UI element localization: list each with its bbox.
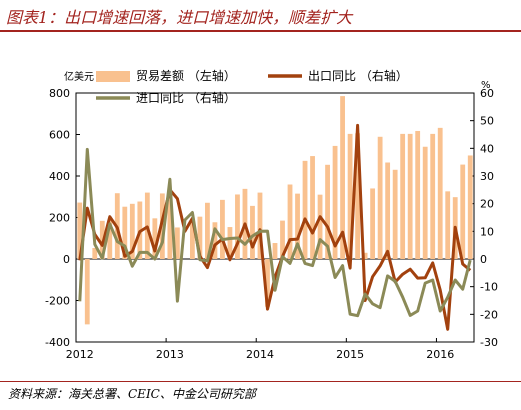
axes: -400 -200 0 200 400 600 800 -30 -20 -10 0 10 20 30 40 5… <box>45 70 498 361</box>
trade-balance-bar <box>167 198 173 259</box>
legend-swatch <box>96 71 130 82</box>
legend-import-growth: 进口同比 （右轴） <box>96 90 236 105</box>
growth-lines <box>78 123 472 331</box>
trade-balance-bar <box>212 222 218 259</box>
right-tick-label: -30 <box>480 336 498 349</box>
left-tick-label: 800 <box>49 87 70 100</box>
trade-balance-bar <box>205 202 210 259</box>
x-tick-label: 2012 <box>66 348 94 361</box>
legend-label: 贸易差额 （左轴） <box>136 68 236 83</box>
trade-balance-bar <box>317 194 323 259</box>
right-tick-label: 40 <box>480 142 494 155</box>
trade-balance-bar <box>250 205 255 259</box>
trade-balance-bar <box>197 216 203 259</box>
trade-balance-bar <box>272 243 278 259</box>
legend-export-growth: 出口同比 （右轴） <box>268 68 408 83</box>
trade-balance-bar <box>280 220 285 259</box>
trade-balance-bar <box>347 133 353 259</box>
trade-balance-bar <box>370 188 376 259</box>
trade-balance-bar <box>152 218 158 259</box>
trade-balance-bar <box>235 194 240 259</box>
trade-balance-bar <box>422 146 428 259</box>
trade-balance-bar <box>287 184 293 259</box>
legend-label: 进口同比 （右轴） <box>136 90 236 105</box>
trade-balance-bar <box>400 133 406 259</box>
trade-balance-bar <box>129 203 135 259</box>
right-tick-label: 30 <box>480 170 494 183</box>
right-axis-unit: % <box>481 80 491 91</box>
legend: 贸易差额 （左轴） 出口同比 （右轴） 进口同比 （右轴） <box>96 68 408 105</box>
right-tick-label: 20 <box>480 198 494 211</box>
trade-balance-bar <box>302 160 308 259</box>
figure-title: 图表1：出口增速回落，进口增速加快，顺差扩大 <box>6 8 353 27</box>
trade-balance-bar <box>295 193 300 259</box>
trade-balance-bar <box>407 133 413 259</box>
trade-balance-bar <box>310 156 315 259</box>
trade-balance-bar <box>174 227 180 259</box>
trade-balance-bar <box>92 248 98 259</box>
trade-balance-bar <box>77 202 83 259</box>
x-tick-label: 2015 <box>336 348 364 361</box>
trade-balance-bar <box>385 162 391 259</box>
right-tick-label: -10 <box>480 281 498 294</box>
source-rule <box>0 381 521 382</box>
left-tick-label: -400 <box>45 336 70 349</box>
trade-balance-bar <box>325 164 330 259</box>
trade-balance-bar <box>122 206 128 259</box>
legend-label: 出口同比 （右轴） <box>308 68 408 83</box>
trade-balance-bar <box>362 252 368 259</box>
trade-balance-bar <box>437 127 443 259</box>
title-rule <box>0 30 521 32</box>
right-tick-label: 10 <box>480 225 494 238</box>
trade-balance-bar <box>220 199 225 259</box>
trade-balance-bar <box>467 155 473 259</box>
trade-balance-bar <box>445 191 451 259</box>
x-tick-label: 2014 <box>246 348 274 361</box>
right-tick-label: 0 <box>480 253 487 266</box>
trade-balance-bar <box>227 227 233 259</box>
trade-balance-bar <box>355 133 361 259</box>
x-tick-label: 2016 <box>426 348 454 361</box>
left-tick-label: 400 <box>49 170 70 183</box>
trade-balance-bar <box>332 145 338 259</box>
left-tick-label: 200 <box>49 212 70 225</box>
trade-balance-bar <box>415 130 421 259</box>
trade-balance-bar <box>460 164 466 259</box>
legend-trade-balance: 贸易差额 （左轴） <box>96 68 236 83</box>
export-growth-line <box>78 123 472 331</box>
trade-balance-bar <box>340 96 345 259</box>
trade-balance-bar <box>265 259 270 307</box>
import-growth-line <box>78 147 472 318</box>
right-tick-label: 50 <box>480 115 494 128</box>
left-tick-label: 600 <box>49 129 70 142</box>
left-tick-label: -200 <box>45 295 70 308</box>
right-tick-label: 60 <box>480 87 494 100</box>
x-tick-label: 2013 <box>156 348 184 361</box>
left-tick-label: 0 <box>63 253 70 266</box>
trade-balance-bar <box>377 136 383 259</box>
right-tick-label: -20 <box>480 308 498 321</box>
trade-balance-bar <box>84 259 90 325</box>
trade-balance-bar <box>107 220 113 259</box>
trade-balance-bar <box>430 133 436 259</box>
trade-balance-bar <box>257 192 263 259</box>
figure-source: 资料来源：海关总署、CEIC、中金公司研究部 <box>8 387 256 401</box>
plot-frame <box>75 92 475 343</box>
left-axis-unit: 亿美元 <box>64 70 94 83</box>
trade-balance-bar <box>392 169 398 259</box>
trade-balance-bar <box>189 221 195 259</box>
